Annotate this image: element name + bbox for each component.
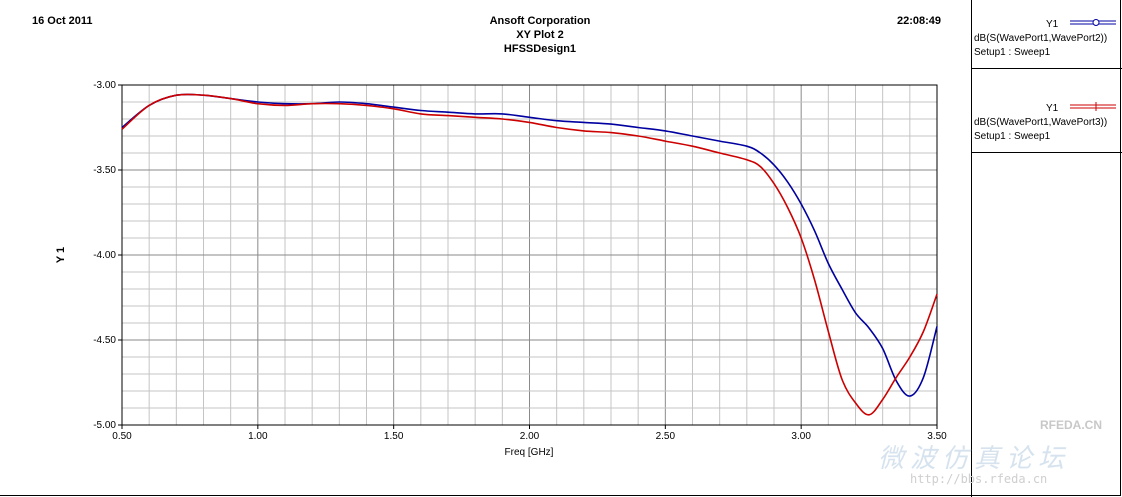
legend-setup: Setup1 : Sweep1 [974,47,1051,58]
x-tick-label: 3.50 [927,431,947,442]
chart: 0.50 1.00 1.50 2.00 2.50 3.00 3.50 -3.00 -3.50 -4… [55,80,947,458]
legend-expression: dB(S(WavePort1,WavePort2)) [974,33,1108,44]
x-tick-label: 0.50 [112,431,132,442]
x-tick-label: 2.00 [520,431,540,442]
y-tick-label: -4.50 [93,335,116,346]
series-layer [121,93,938,416]
grid [121,84,938,426]
series-line-s21 [121,93,938,397]
x-tick-label: 3.00 [791,431,811,442]
x-axis-label: Freq [GHz] [505,447,554,458]
x-tick-label: 1.00 [248,431,268,442]
watermark-url: http://bbs.rfeda.cn [910,472,1048,486]
legend-axis-label: Y1 [1046,103,1059,114]
plot-panel [971,0,972,497]
legend-expression: dB(S(WavePort1,WavePort3)) [974,117,1108,128]
legend-setup: Setup1 : Sweep1 [974,131,1051,142]
legend-entry-s21[interactable]: Y1 dB(S(WavePort1,WavePort2)) Setup1 : S… [972,0,1122,69]
x-tick-label: 1.50 [384,431,404,442]
watermark-brand: RFEDA.CN [1040,418,1102,432]
report-header: Ansoft Corporation XY Plot 2 HFSSDesign1 [370,14,710,56]
y-axis-label: Y 1 [55,247,67,263]
design-name: HFSSDesign1 [503,43,577,55]
legend-swatch-plus-icon [1070,102,1116,111]
y-tick-label: -3.50 [93,165,116,176]
company-name: Ansoft Corporation [489,15,591,27]
watermark-chinese: 微波仿真论坛 [878,444,1071,474]
legend-axis-label: Y1 [1046,19,1059,30]
legend-entry-s31[interactable]: Y1 dB(S(WavePort1,WavePort3)) Setup1 : S… [972,84,1122,153]
y-tick-label: -5.00 [93,420,116,431]
watermark: RFEDA.CN 微波仿真论坛 http://bbs.rfeda.cn [870,400,1110,496]
legend-swatch-circle-icon [1070,19,1116,26]
legend: Y1 dB(S(WavePort1,WavePort2)) Setup1 : S… [972,0,1122,155]
y-tick-label: -3.00 [93,80,116,91]
report-date: 16 Oct 2011 [32,15,93,27]
plot-title: XY Plot 2 [516,29,564,41]
series-line-s31 [121,93,938,416]
x-tick-label: 2.50 [656,431,676,442]
axes: 0.50 1.00 1.50 2.00 2.50 3.00 3.50 -3.00 -3.50 -4… [93,80,947,442]
y-tick-label: -4.00 [93,250,116,261]
report-time: 22:08:49 [897,15,942,27]
